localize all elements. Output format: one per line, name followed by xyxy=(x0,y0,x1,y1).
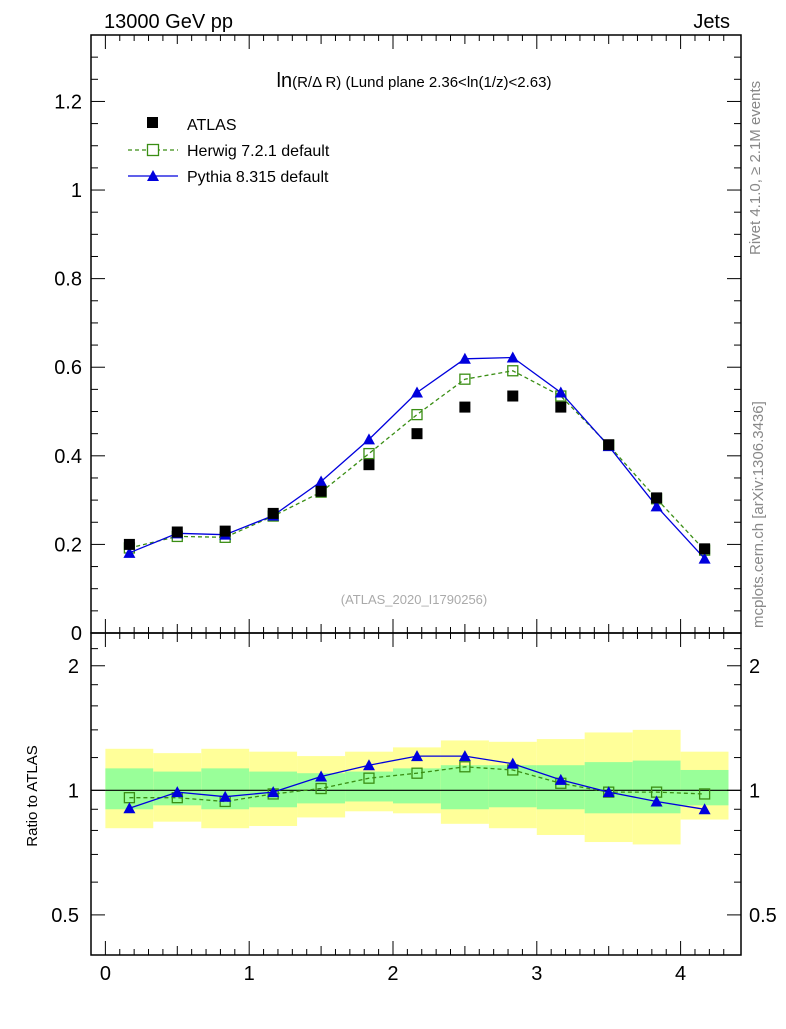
band-inner-bin xyxy=(488,765,537,808)
band-inner-bin xyxy=(536,765,585,810)
pythia-point xyxy=(458,352,471,364)
legend-herwig-marker xyxy=(146,143,160,157)
ratio-series xyxy=(123,750,711,815)
pythia-point xyxy=(506,351,519,363)
band-inner-bin xyxy=(201,768,250,810)
y-tick-label: 0.4 xyxy=(54,446,82,468)
x-tick-label: 0 xyxy=(100,963,111,985)
plot-title-rest: (R/Δ R) (Lund plane 2.36<ln(1/z)<2.63) xyxy=(292,74,551,91)
ratio-herwig-point xyxy=(363,772,375,784)
band-inner-bin xyxy=(345,771,393,802)
atlas-point xyxy=(699,543,711,555)
legend-pythia-marker xyxy=(147,170,159,181)
analysis-watermark: (ATLAS_2020_I1790256) xyxy=(341,592,487,607)
band-inner-bin xyxy=(392,768,441,804)
ratio-pythia-point xyxy=(315,770,328,782)
pythia-point xyxy=(362,433,375,445)
atlas-point xyxy=(507,390,519,402)
legend-atlas-marker xyxy=(147,117,158,128)
legend-herwig-label: Herwig 7.2.1 default xyxy=(187,143,330,160)
atlas-point xyxy=(651,492,663,504)
herwig-point xyxy=(363,447,375,460)
herwig-point xyxy=(411,408,423,421)
ratio-pythia-point xyxy=(267,786,280,798)
ratio-pythia-point xyxy=(123,802,136,814)
plot-frames xyxy=(90,34,742,956)
mcplots-label: mcplots.cern.ch [arXiv:1306.3436] xyxy=(750,401,767,628)
pythia-point xyxy=(698,552,711,564)
ratio-pythia-point xyxy=(219,790,232,802)
atlas-point xyxy=(315,485,327,497)
y-tick-label: 1.2 xyxy=(54,91,82,113)
ratio-herwig-point xyxy=(698,788,711,800)
ratio-herwig-point xyxy=(459,761,471,773)
band-inner-bin xyxy=(440,765,489,810)
x-tick-label: 3 xyxy=(531,963,542,985)
ratio-pythia-point xyxy=(698,803,711,815)
pythia-point xyxy=(554,386,567,398)
axis-labels: 0 1 2 3 4 0 0.2 0.4 0.6 0.8 1 1.2 0.5 1 2 0.5 1 2 xyxy=(51,91,777,985)
y-tick-label: 0.8 xyxy=(54,269,82,291)
ratio-ylabel: Ratio to ATLAS xyxy=(24,745,41,846)
pythia-point xyxy=(650,500,663,512)
y-tick-label: 0.6 xyxy=(54,357,82,379)
ratio-y-tick-label-left: 2 xyxy=(68,656,79,678)
atlas-point xyxy=(219,525,231,537)
ratio-bands xyxy=(105,729,729,845)
ratio-pythia-point xyxy=(362,759,375,771)
y-tick-label: 0 xyxy=(71,623,82,645)
ratio-pythia-point xyxy=(650,795,663,807)
ratio-plot-frame xyxy=(90,632,742,956)
pythia-point xyxy=(315,475,328,487)
herwig-line xyxy=(129,370,706,551)
atlas-point xyxy=(267,507,279,519)
ratio-y-tick-label-right: 0.5 xyxy=(749,905,777,927)
ratio-y-tick-label-right: 2 xyxy=(749,656,760,678)
y-tick-label: 0.2 xyxy=(54,534,82,556)
atlas-point xyxy=(555,401,567,413)
atlas-point xyxy=(123,538,135,550)
atlas-point xyxy=(459,401,471,413)
atlas-point xyxy=(363,459,375,471)
ratio-pythia-point xyxy=(458,750,471,762)
plot-title-ln: ln xyxy=(277,70,293,92)
x-tick-label: 2 xyxy=(387,963,398,985)
ratio-y-tick-label-left: 0.5 xyxy=(51,905,79,927)
atlas-point xyxy=(171,526,183,538)
legend-pythia-label: Pythia 8.315 default xyxy=(187,169,329,186)
ratio-pythia-point xyxy=(602,786,615,798)
legend: ATLAS Herwig 7.2.1 default Pythia 8.315 … xyxy=(128,117,330,186)
pythia-point xyxy=(411,386,424,398)
header-right: Jets xyxy=(693,11,730,33)
ratio-pythia-point xyxy=(411,750,424,762)
herwig-point xyxy=(459,373,471,385)
rivet-version-label: Rivet 4.1.0, ≥ 2.1M events xyxy=(747,81,764,255)
atlas-point xyxy=(603,439,615,451)
x-tick-label: 4 xyxy=(675,963,686,985)
ratio-pythia-point xyxy=(554,773,567,785)
legend-atlas-label: ATLAS xyxy=(187,117,237,134)
herwig-point xyxy=(507,365,519,377)
x-tick-label: 1 xyxy=(244,963,255,985)
ratio-pythia-point xyxy=(506,757,519,769)
ratio-herwig-point xyxy=(123,792,136,804)
ratio-herwig-point xyxy=(315,782,327,795)
pythia-point xyxy=(123,546,136,558)
ratio-y-tick-label-right: 1 xyxy=(749,780,760,802)
ratio-pythia-point xyxy=(171,786,184,798)
y-tick-label: 1 xyxy=(71,180,82,202)
header-left: 13000 GeV pp xyxy=(104,11,233,33)
ratio-y-tick-label-left: 1 xyxy=(68,780,79,802)
ratio-herwig-point xyxy=(411,767,423,779)
atlas-point xyxy=(411,428,423,440)
band-inner-bin xyxy=(680,769,729,806)
main-series xyxy=(123,351,711,564)
plot-title: ln(R/Δ R) (Lund plane 2.36<ln(1/z)<2.63) xyxy=(277,70,552,92)
